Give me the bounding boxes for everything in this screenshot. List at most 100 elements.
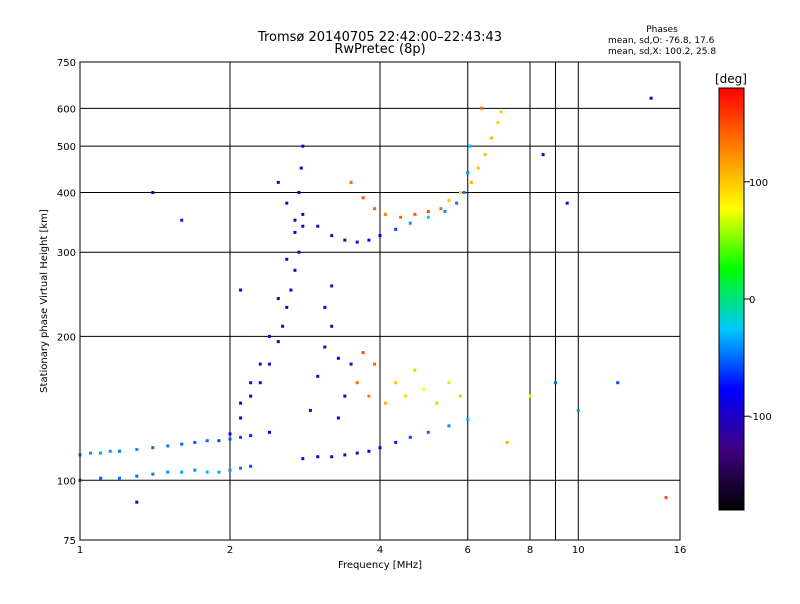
data-point (394, 227, 398, 231)
data-point (205, 439, 209, 443)
x-tick-label: 6 (465, 545, 471, 556)
data-point (367, 449, 371, 453)
data-point (343, 453, 347, 457)
data-point (301, 457, 305, 461)
data-point (276, 180, 280, 184)
chart-title: Tromsø 20140705 22:42:00–22:43:43 (257, 30, 502, 45)
data-point (117, 476, 121, 480)
data-point (330, 284, 334, 288)
data-point (89, 451, 93, 455)
data-point (394, 440, 398, 444)
data-point (408, 435, 412, 439)
grid (80, 62, 680, 540)
data-point (193, 468, 197, 472)
data-point (355, 381, 359, 385)
data-point (151, 446, 155, 450)
y-tick-label: 200 (57, 332, 76, 343)
x-tick-label: 10 (572, 545, 585, 556)
data-point (443, 210, 447, 214)
data-point (249, 394, 253, 398)
data-point (297, 190, 301, 194)
data-point (249, 381, 253, 385)
data-point (469, 180, 473, 184)
y-axis-label: Stationary phase Virtual Height [km] (39, 209, 50, 393)
y-tick-label: 75 (63, 536, 76, 547)
data-point (297, 250, 301, 254)
data-point (616, 381, 620, 385)
data-point (285, 201, 289, 205)
data-point (447, 198, 451, 202)
data-point (499, 110, 503, 114)
data-point (239, 416, 243, 420)
x-axis-label: Frequency [MHz] (338, 560, 422, 571)
data-point (336, 416, 340, 420)
data-point (289, 288, 293, 292)
data-point (99, 476, 103, 480)
data-points (78, 96, 668, 504)
y-tick-label: 500 (57, 142, 76, 153)
stats-o-line: mean, sd,O: -76.8, 17.6 (608, 36, 715, 46)
data-point (408, 221, 412, 225)
data-point (476, 166, 480, 170)
data-point (301, 212, 305, 216)
data-point (228, 432, 232, 436)
data-point (462, 190, 466, 194)
data-point (239, 288, 243, 292)
data-point (576, 408, 580, 412)
data-point (228, 437, 232, 441)
colorbar-tick-label: 100 (749, 178, 768, 189)
data-point (217, 470, 221, 474)
y-tick-label: 300 (57, 248, 76, 259)
data-point (378, 234, 382, 238)
data-point (180, 218, 184, 222)
data-point (249, 434, 253, 438)
data-point (239, 435, 243, 439)
data-point (308, 408, 312, 412)
data-point (447, 424, 451, 428)
data-point (258, 381, 262, 385)
data-point (343, 238, 347, 242)
data-point (249, 464, 253, 468)
data-point (422, 387, 426, 391)
data-point (205, 470, 209, 474)
data-point (135, 447, 139, 451)
data-point (447, 381, 451, 385)
data-point (285, 305, 289, 309)
data-point (361, 196, 365, 200)
data-point (413, 212, 417, 216)
colorbar-ticks: 100 0 -100 (744, 178, 772, 423)
data-point (193, 440, 197, 444)
data-point (258, 362, 262, 366)
data-point (343, 394, 347, 398)
data-point (355, 240, 359, 244)
data-point (528, 394, 532, 398)
data-point (316, 455, 320, 459)
colorbar-gradient (718, 87, 745, 511)
data-point (330, 324, 334, 328)
data-point (458, 190, 462, 194)
data-point (151, 472, 155, 476)
data-point (383, 401, 387, 405)
data-point (135, 474, 139, 478)
data-point (299, 166, 303, 170)
data-point (108, 449, 112, 453)
data-point (267, 362, 271, 366)
plot-frame (79, 61, 681, 541)
data-point (361, 351, 365, 355)
colorbar: [deg] 100 0 -100 (715, 72, 772, 511)
data-point (413, 368, 417, 372)
colorbar-tick-label: 0 (749, 295, 755, 306)
x-tick-label: 16 (674, 545, 687, 556)
data-point (166, 470, 170, 474)
data-point (439, 207, 443, 211)
data-point (553, 381, 557, 385)
data-point (349, 362, 353, 366)
data-point (276, 340, 280, 344)
x-axis: 1 2 4 6 8 10 16 (77, 545, 687, 556)
data-point (468, 144, 472, 148)
data-point (649, 96, 653, 100)
chart-subtitle: RwPretec (8p) (334, 42, 425, 57)
data-point (378, 446, 382, 450)
data-point (458, 394, 462, 398)
data-point (301, 224, 305, 228)
